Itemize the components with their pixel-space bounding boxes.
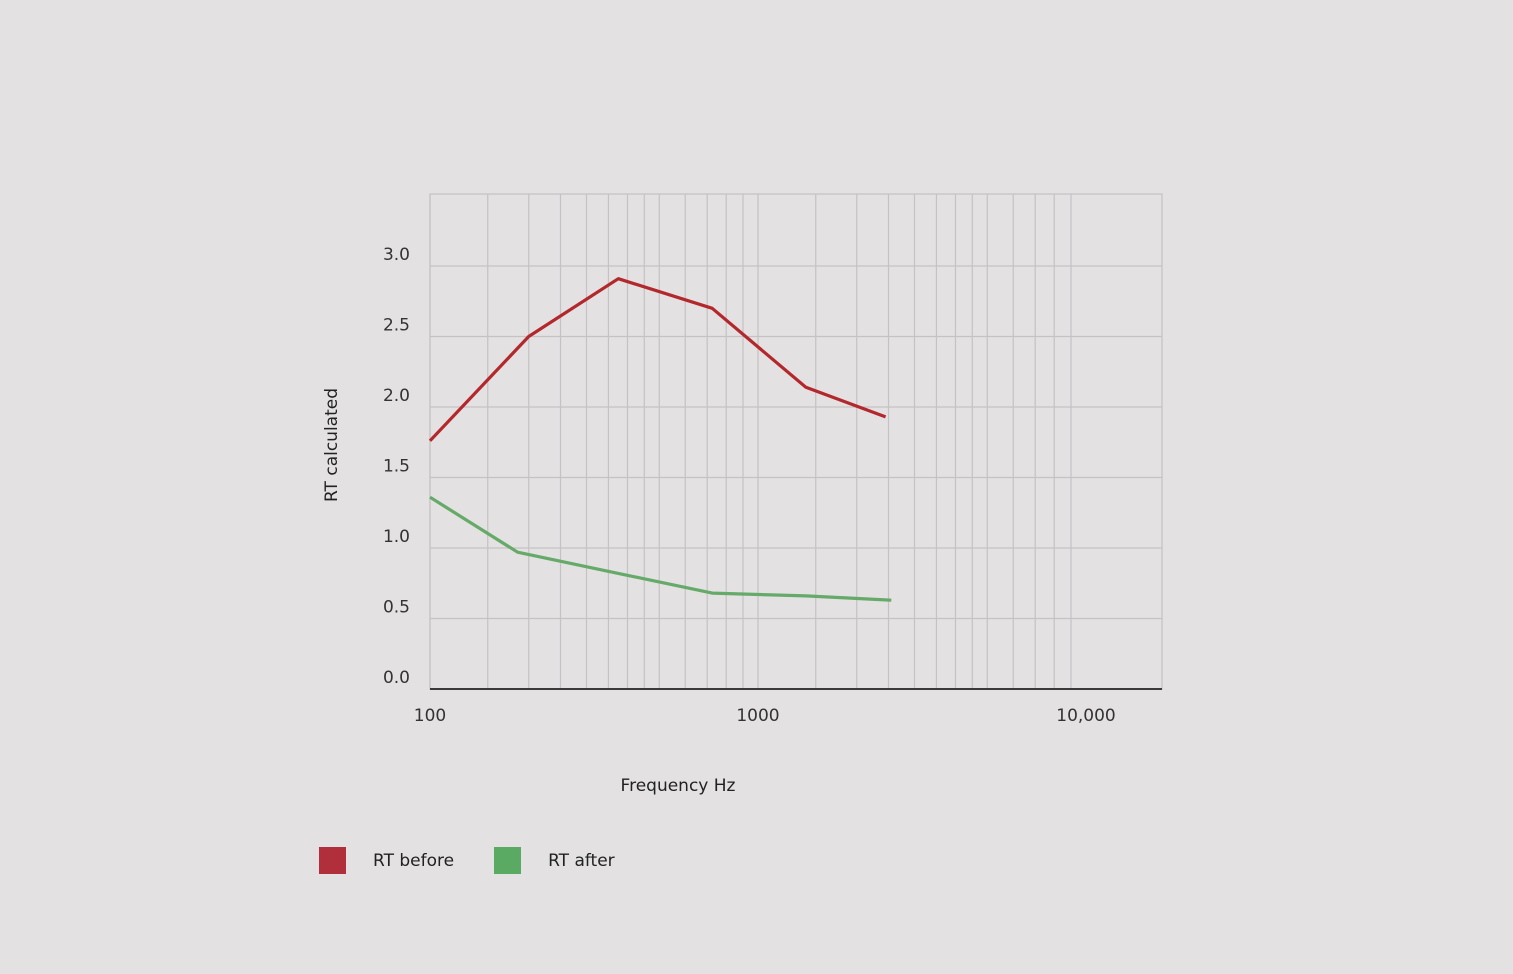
legend-swatch-before [319, 847, 346, 874]
x-tick-labels: 100 1000 10,000 [414, 706, 1116, 726]
x-axis-title: Frequency Hz [621, 776, 736, 796]
series-layer [428, 277, 892, 602]
x-tick-label: 100 [414, 706, 446, 726]
series-line-before [428, 277, 887, 442]
series-line-after [429, 495, 892, 602]
legend-label-after: RT after [548, 850, 615, 871]
y-tick-label: 1.0 [383, 527, 410, 547]
grid-frame [429, 193, 1163, 690]
y-tick-label: 2.0 [383, 386, 410, 406]
x-tick-label: 10,000 [1056, 706, 1115, 726]
legend-swatch-after [494, 847, 522, 874]
y-tick-label: 0.0 [383, 668, 410, 688]
y-tick-labels: 0.0 0.5 1.0 1.5 2.0 2.5 3.0 [383, 245, 410, 688]
grid [429, 193, 1163, 690]
legend-label-before: RT before [373, 850, 455, 871]
legend-item-after: RT after [494, 847, 615, 874]
y-tick-label: 1.5 [383, 457, 410, 477]
y-tick-label: 2.5 [383, 316, 410, 336]
y-tick-label: 0.5 [383, 598, 410, 618]
y-tick-label: 3.0 [383, 245, 410, 265]
x-tick-label: 1000 [736, 706, 779, 726]
y-axis-title: RT calculated [322, 388, 342, 502]
legend-item-before: RT before [319, 847, 454, 874]
legend: RT before RT after [319, 847, 655, 874]
